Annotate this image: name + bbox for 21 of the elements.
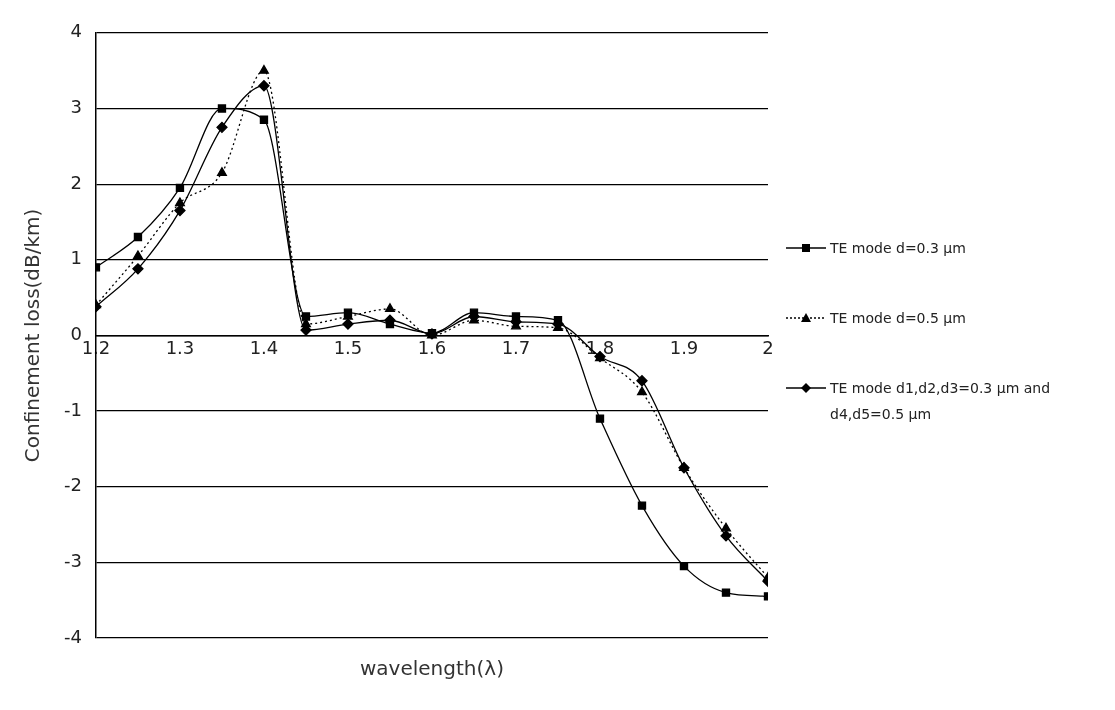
legend-label: TE mode d=0.3 µm — [830, 239, 966, 258]
y-axis-title: Confinement loss(dB/km) — [20, 208, 45, 463]
x-tick-label: 1.3 — [165, 336, 195, 358]
x-tick-label: 1.5 — [333, 336, 363, 358]
legend-label: TE mode d1,d2,d3=0.3 µm and d4,d5=0.5 µm — [830, 379, 1052, 424]
y-tick-label: -3 — [63, 550, 82, 572]
y-tick-label: 4 — [70, 20, 82, 42]
y-tick-label: 0 — [70, 323, 82, 345]
x-tick-label: 1.6 — [417, 336, 447, 358]
x-tick-label: 1.7 — [501, 336, 531, 358]
x-tick-label: 2 — [762, 336, 774, 358]
y-tick-label: -4 — [63, 625, 82, 647]
y-tick-label: 2 — [70, 171, 82, 193]
legend-label: TE mode d=0.5 µm — [830, 309, 966, 328]
x-axis-title: wavelength(λ) — [360, 656, 504, 681]
x-tick-label: 1.4 — [249, 336, 279, 358]
y-tick-label: 3 — [70, 96, 82, 118]
x-tick-label: 1.9 — [669, 336, 699, 358]
y-tick-label: 1 — [70, 247, 82, 269]
y-tick-label: -1 — [63, 398, 82, 420]
y-tick-label: -2 — [63, 474, 82, 496]
